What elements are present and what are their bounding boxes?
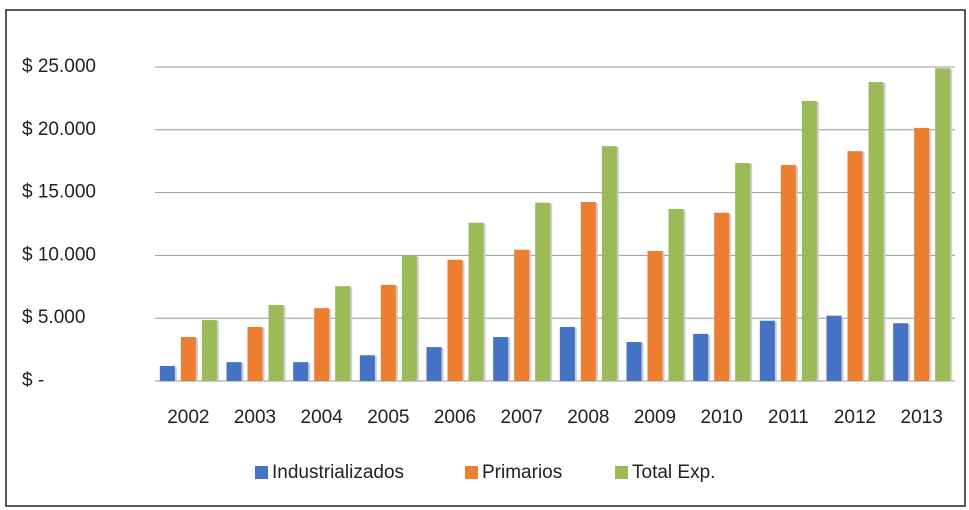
- bar: [314, 308, 330, 381]
- bar: [801, 100, 817, 382]
- x-tick-label: 2008: [567, 407, 609, 428]
- y-tick-label: $ 5.000: [22, 307, 85, 328]
- bar: [559, 326, 575, 381]
- legend-label: Industrializados: [272, 462, 404, 483]
- bar: [535, 202, 551, 381]
- bar: [359, 355, 375, 381]
- bar: [626, 342, 642, 381]
- bar: [201, 320, 217, 381]
- y-tick-label: $ 15.000: [22, 182, 96, 203]
- bar: [447, 259, 463, 381]
- legend-label: Total Exp.: [632, 462, 715, 483]
- legend-swatch: [615, 466, 628, 479]
- x-tick-label: 2007: [501, 407, 543, 428]
- bar: [401, 256, 417, 381]
- bar: [468, 222, 484, 381]
- bar: [268, 305, 284, 381]
- bar: [380, 284, 396, 381]
- bar: [335, 286, 351, 381]
- y-tick-label: $ 10.000: [22, 244, 96, 265]
- x-tick-label: 2002: [167, 407, 209, 428]
- bar: [426, 347, 442, 381]
- bar: [293, 362, 309, 381]
- bar: [826, 315, 842, 381]
- bar: [893, 323, 909, 381]
- bar: [693, 333, 709, 381]
- bar: [847, 151, 863, 381]
- x-tick-label: 2013: [901, 407, 943, 428]
- bar: [180, 337, 196, 381]
- y-tick-label: $ 20.000: [22, 119, 96, 140]
- legend-swatch: [465, 466, 478, 479]
- bar: [914, 127, 930, 381]
- legend-swatch: [255, 466, 268, 479]
- x-tick-label: 2003: [234, 407, 276, 428]
- bar: [226, 362, 242, 381]
- x-tick-label: 2012: [834, 407, 876, 428]
- bar: [580, 202, 596, 381]
- x-tick-label: 2011: [768, 407, 809, 428]
- bar: [247, 326, 263, 381]
- bar: [647, 251, 663, 381]
- legend-label: Primarios: [482, 462, 562, 483]
- bar: [668, 208, 684, 381]
- x-tick-label: 2009: [634, 407, 676, 428]
- bar: [493, 337, 509, 381]
- bar: [759, 320, 775, 381]
- y-tick-label: $ 25.000: [22, 56, 96, 77]
- y-tick-label: $ -: [22, 370, 44, 391]
- bar: [735, 163, 751, 381]
- bar: [601, 146, 617, 381]
- bar: [159, 365, 175, 381]
- bar: [780, 164, 796, 381]
- bar: [714, 212, 730, 381]
- x-tick-label: 2010: [701, 407, 743, 428]
- x-tick-label: 2004: [301, 407, 344, 428]
- bar: [935, 68, 951, 382]
- x-tick-label: 2005: [367, 407, 409, 428]
- bar: [868, 82, 884, 382]
- bar: [514, 249, 530, 381]
- x-tick-label: 2006: [434, 407, 476, 428]
